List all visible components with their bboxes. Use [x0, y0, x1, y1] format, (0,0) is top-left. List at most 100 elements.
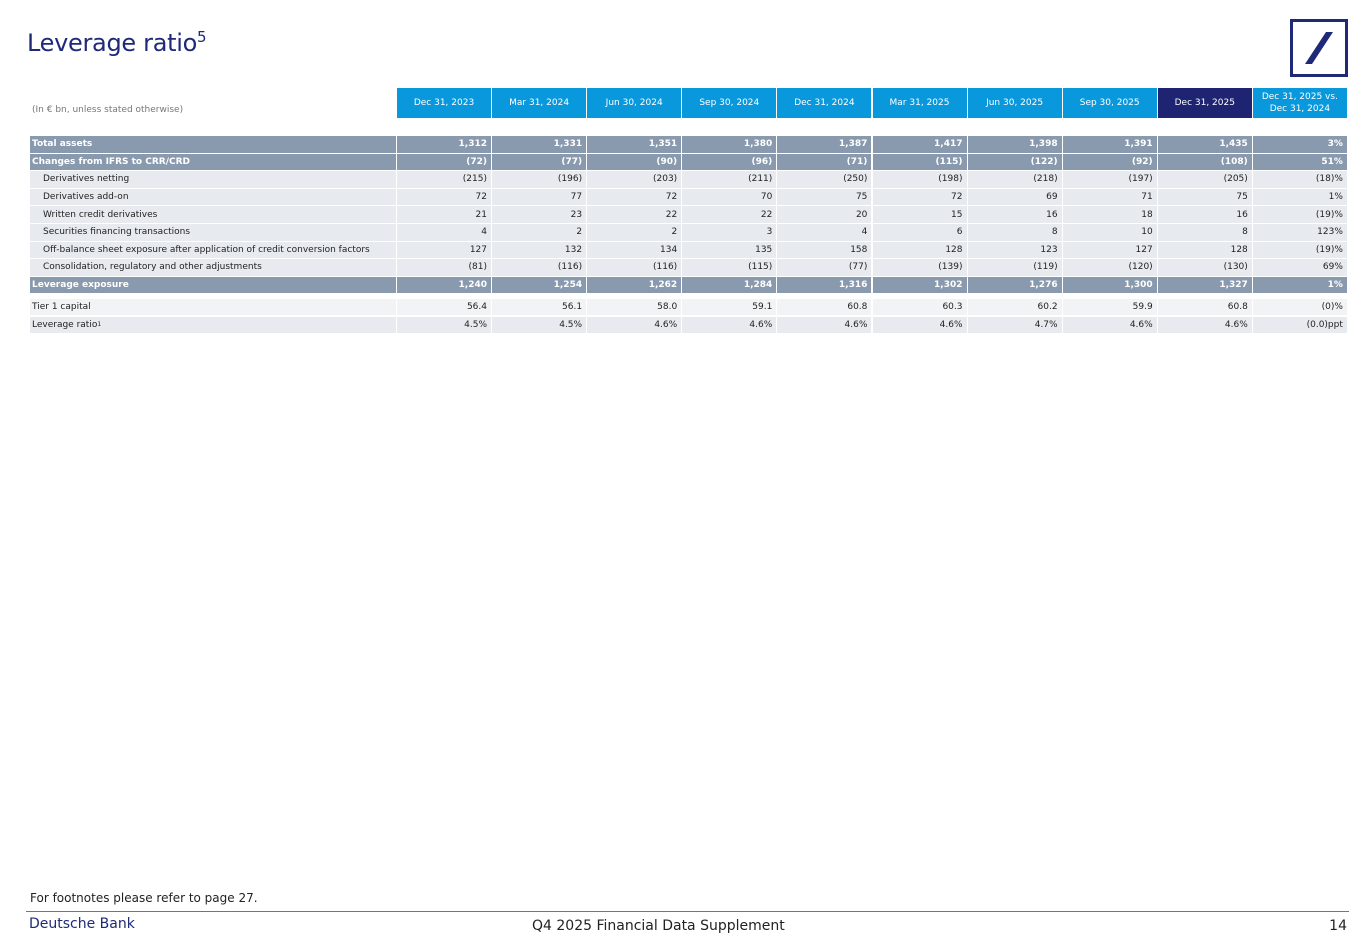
cell: 6: [872, 224, 967, 241]
column-header: Dec 31, 2025: [1157, 88, 1252, 118]
superscript: 1: [97, 321, 102, 329]
cell: 1%: [1252, 276, 1347, 294]
cell: 1,327: [1157, 276, 1252, 294]
cell: 20: [777, 206, 872, 223]
cell: 1,316: [777, 276, 872, 294]
cell: (130): [1157, 259, 1252, 276]
cell: (81): [397, 259, 491, 276]
cell: 21: [397, 206, 491, 223]
row-label-text: Consolidation, regulatory and other adju…: [43, 262, 262, 273]
cell: 1,276: [967, 276, 1062, 294]
cell: 59.9: [1062, 298, 1157, 316]
cell: (71): [777, 153, 872, 171]
cell: (72): [397, 153, 491, 171]
row-label-text: Leverage ratio: [32, 319, 98, 330]
cell: (18)%: [1252, 171, 1347, 188]
row-label-text: Securities financing transactions: [43, 227, 191, 238]
row-label-text: Written credit derivatives: [43, 209, 158, 220]
document-title: Q4 2025 Financial Data Supplement: [532, 918, 785, 934]
cell: 4.6%: [1157, 316, 1252, 334]
row-label-text: Off-balance sheet exposure after applica…: [43, 244, 370, 255]
cell: (205): [1157, 171, 1252, 188]
cell: 1,417: [872, 136, 967, 153]
cell: 123: [967, 241, 1062, 259]
cell: 8: [1157, 224, 1252, 241]
row-label: Total assets: [30, 136, 396, 153]
cell: 123%: [1252, 224, 1347, 241]
cell: 4: [777, 224, 872, 241]
cell: 158: [777, 241, 872, 259]
cell: 3%: [1252, 136, 1347, 153]
cell: 4.6%: [1062, 316, 1157, 334]
cell: 4: [397, 224, 491, 241]
cell: 71: [1062, 188, 1157, 206]
cell: 60.8: [1157, 298, 1252, 316]
cell: 18: [1062, 206, 1157, 223]
cell: 60.3: [872, 298, 967, 316]
cell: (120): [1062, 259, 1157, 276]
row-label: Derivatives add-on: [30, 188, 396, 206]
column-header: Jun 30, 2025: [967, 88, 1062, 118]
cell: 4.6%: [872, 316, 967, 334]
cell: (115): [872, 153, 967, 171]
footnote: For footnotes please refer to page 27.: [30, 891, 258, 905]
cell: 1,312: [397, 136, 491, 153]
cell: 56.1: [492, 298, 587, 316]
cell: (92): [1062, 153, 1157, 171]
cell: 15: [872, 206, 967, 223]
row-label: Derivatives netting: [30, 171, 396, 188]
cell: 1,240: [397, 276, 491, 294]
cell: 4.6%: [777, 316, 872, 334]
cell: 135: [682, 241, 777, 259]
row-label-text: Changes from IFRS to CRR/CRD: [32, 156, 190, 167]
cell: 69: [967, 188, 1062, 206]
column-header: Sep 30, 2025: [1062, 88, 1157, 118]
page-title: Leverage ratio5: [27, 28, 207, 57]
cell: (250): [777, 171, 872, 188]
cell: 1,380: [682, 136, 777, 153]
row-label: Changes from IFRS to CRR/CRD: [30, 153, 396, 171]
row-label: Leverage ratio 1: [30, 316, 396, 334]
cell: 56.4: [397, 298, 491, 316]
cell: 4.5%: [397, 316, 491, 334]
cell: (119): [967, 259, 1062, 276]
cell: 72: [587, 188, 682, 206]
cell: (96): [682, 153, 777, 171]
row-label: Written credit derivatives: [30, 206, 396, 223]
cell: 1,387: [777, 136, 872, 153]
cell: 16: [967, 206, 1062, 223]
brand: Deutsche Bank: [29, 916, 135, 932]
cell: (19)%: [1252, 241, 1347, 259]
cell: 1,254: [492, 276, 587, 294]
cell: 75: [1157, 188, 1252, 206]
cell: 4.5%: [492, 316, 587, 334]
cell: 1,398: [967, 136, 1062, 153]
cell: 4.6%: [587, 316, 682, 334]
cell: 75: [777, 188, 872, 206]
column-header: Dec 31, 2024: [777, 88, 872, 118]
cell: (77): [777, 259, 872, 276]
cell: 22: [682, 206, 777, 223]
cell: (203): [587, 171, 682, 188]
cell: 1,262: [587, 276, 682, 294]
cell: (77): [492, 153, 587, 171]
cell: 60.2: [967, 298, 1062, 316]
cell: (116): [492, 259, 587, 276]
cell: (122): [967, 153, 1062, 171]
cell: 4.7%: [967, 316, 1062, 334]
cell: (0)%: [1252, 298, 1347, 316]
cell: (115): [682, 259, 777, 276]
cell: 23: [492, 206, 587, 223]
row-label: Off-balance sheet exposure after applica…: [30, 241, 396, 259]
cell: 127: [397, 241, 491, 259]
column-header: Mar 31, 2024: [492, 88, 587, 118]
cell: 72: [872, 188, 967, 206]
row-label-text: Tier 1 capital: [32, 302, 91, 313]
cell: (108): [1157, 153, 1252, 171]
cell: 127: [1062, 241, 1157, 259]
unit-note: (In € bn, unless stated otherwise): [32, 105, 184, 115]
cell: 8: [967, 224, 1062, 241]
title-superscript: 5: [197, 28, 207, 46]
cell: (19)%: [1252, 206, 1347, 223]
